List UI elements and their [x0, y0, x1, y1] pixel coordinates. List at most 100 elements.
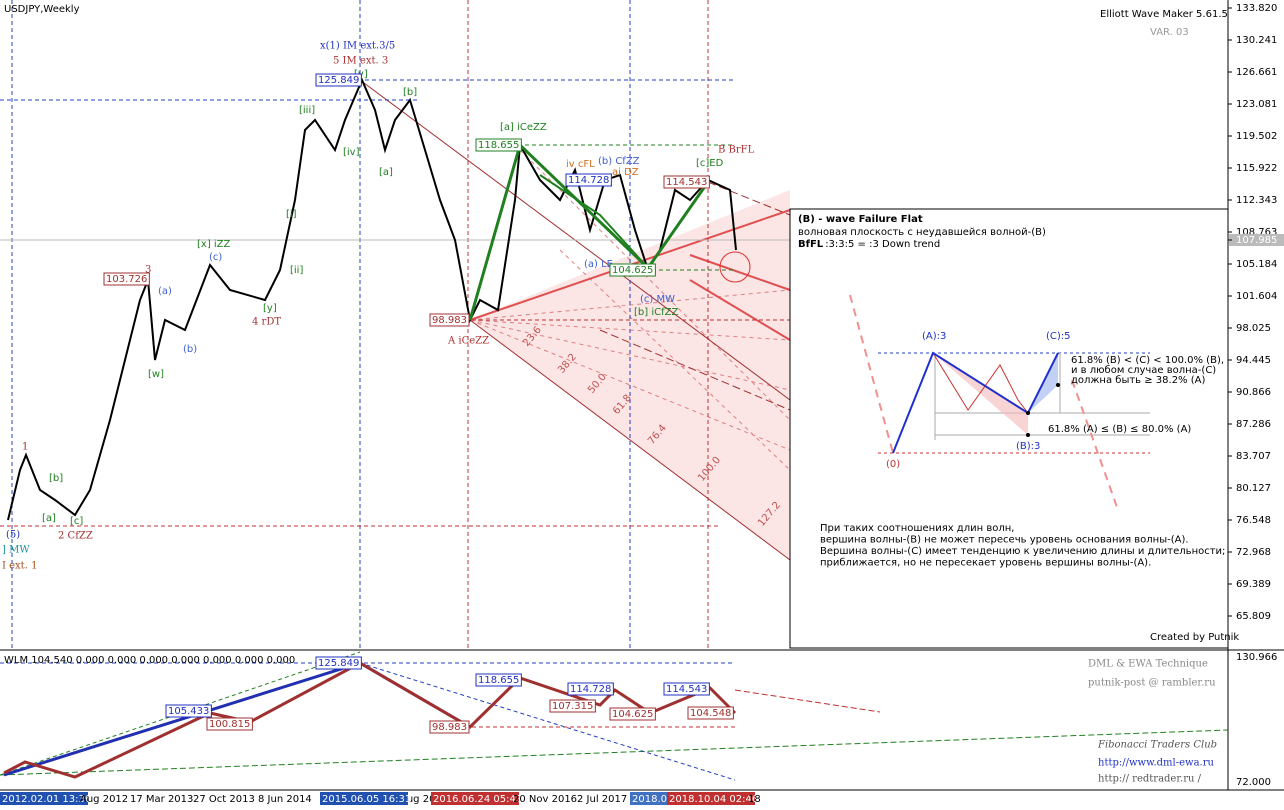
time-label: 2016.06.24 05:43 — [433, 794, 522, 805]
price-box-frame — [315, 73, 362, 87]
price-label: 130.241 — [1236, 35, 1277, 46]
time-label: 17 Mar 2013 — [130, 794, 193, 805]
price-label: 119.502 — [1236, 131, 1277, 142]
price-box-frame — [609, 263, 656, 277]
indicator-box-frame — [663, 682, 710, 696]
wave-label: [c]ED — [696, 158, 724, 169]
indicator-scale-label: 72.000 — [1236, 777, 1271, 788]
wave-label: 5 IM ext. 3 — [333, 56, 388, 67]
indicator-box: 104.548 — [690, 708, 731, 719]
info-panel — [789, 208, 1229, 649]
time-label: 8 Jun 2014 — [258, 794, 312, 805]
price-label: 87.286 — [1236, 419, 1271, 430]
wave-label: [a] — [42, 513, 56, 524]
wave-label: 3 — [145, 265, 151, 276]
price-box: 118.655 — [478, 140, 519, 151]
indicator-box-frame — [687, 706, 734, 720]
credit-text: Fibonacci Traders Club — [1097, 740, 1217, 751]
price-label: 101.604 — [1236, 291, 1277, 302]
wave-label: [y] — [263, 303, 277, 314]
price-box: 114.728 — [568, 175, 609, 186]
price-label: 108.763 — [1236, 227, 1277, 238]
credit: Created by Putnik — [1150, 632, 1239, 643]
wave-label: x(1) IM ext.3/5 — [320, 41, 395, 52]
diagram — [849, 294, 1150, 511]
indicator-box: 125.849 — [318, 658, 359, 669]
time-label: 2015.06.05 16:31 — [322, 794, 411, 805]
wave-label: [iii] — [299, 105, 315, 116]
price-box: 103.726 — [106, 274, 147, 285]
price-box: 104.625 — [612, 265, 653, 276]
time-label: 20 Nov 2016 — [513, 794, 577, 805]
time-marker-bg — [0, 792, 88, 805]
wave-label: [b] — [49, 473, 63, 484]
price-label: 83.707 — [1236, 451, 1271, 462]
panel-subtitle: волновая плоскость с неудавшейся волной-… — [798, 227, 1046, 238]
wave-label: (a) — [158, 286, 172, 297]
price-label: 65.809 — [1236, 611, 1271, 622]
indicator-box-frame — [206, 717, 253, 731]
time-marker-bg — [630, 792, 668, 805]
price-box: 98.983 — [432, 315, 467, 326]
note: вершина волны-(B) не может пересечь уров… — [820, 535, 1189, 546]
price-label: 115.922 — [1236, 163, 1277, 174]
time-label: 2018.10.04 02:46 — [669, 794, 758, 805]
wave-label: 1 — [22, 442, 28, 453]
price-bars — [7, 77, 737, 521]
price-box-frame — [565, 173, 612, 187]
diagram-label: 61.8% (B) < (C) < 100.0% (B), — [1071, 355, 1224, 366]
indicator-box-frame — [475, 673, 522, 687]
wave-label: [a] iCeZZ — [500, 122, 547, 133]
wave-label: I ext. 1 — [2, 561, 37, 572]
price-label: 76.548 — [1236, 515, 1271, 526]
wave-label: A iCeZZ — [447, 336, 489, 347]
target-circle — [719, 251, 751, 283]
diagram-label: (C):5 — [1046, 331, 1071, 342]
wave-label: 2 CfZZ — [58, 531, 93, 542]
note: приближается, но не пересекает уровень в… — [820, 558, 1151, 569]
formula: :3:3:5 = :3 Down trend — [825, 239, 940, 250]
indicator-box-frame — [567, 682, 614, 696]
wave-label: (a) LE — [584, 259, 613, 270]
indicator-box-frame — [609, 707, 656, 721]
time-label: 2018.05. — [632, 794, 677, 805]
note: Вершина волны-(C) имеет тенденцию к увел… — [820, 546, 1225, 557]
indicator-box-frame — [549, 699, 596, 713]
diagram-label: (A):3 — [922, 331, 946, 342]
diagram-label: должна быть ≥ 38.2% (A) — [1071, 375, 1205, 386]
diagram-label: (B):3 — [1016, 441, 1040, 452]
wave-label: [a] — [379, 167, 393, 178]
credit-text: DML & EWA Technique — [1088, 659, 1208, 670]
price-box-frame — [429, 313, 470, 327]
wave-lines — [539, 174, 649, 269]
credit-text: http:// redtrader.ru / — [1098, 774, 1202, 785]
wave-label: [x] iZZ — [197, 239, 231, 250]
diagram-label: 61.8% (A) ≤ (B) ≤ 80.0% (A) — [1048, 424, 1191, 435]
price-label: 90.866 — [1236, 387, 1271, 398]
indicator-box-frame — [165, 704, 212, 718]
wave-label: (c) MW — [640, 294, 675, 305]
time-marker-bg — [667, 792, 755, 805]
indicator-box: 114.728 — [570, 684, 611, 695]
time-label: 27 Oct 2013 — [193, 794, 255, 805]
price-label: 105.184 — [1236, 259, 1277, 270]
time-label: Aug 20 — [400, 794, 435, 805]
price-label: 126.661 — [1236, 67, 1277, 78]
wave-label: (b) CfZZ — [598, 156, 640, 167]
current-price-bg — [1229, 234, 1284, 246]
variant: VAR. 03 — [1150, 27, 1189, 38]
formula-label: BfFL — [798, 239, 824, 250]
price-label: 69.389 — [1236, 579, 1271, 590]
diagram-label: и в любом случае волна-(C) — [1071, 365, 1216, 376]
wave-label: ] MW — [2, 545, 30, 556]
wave-label: (b) — [183, 344, 197, 355]
time-marker-bg — [320, 792, 408, 805]
indicator-box: 105.433 — [168, 706, 209, 717]
symbol: USDJPY,Weekly — [4, 4, 80, 15]
price-label: 94.445 — [1236, 355, 1271, 366]
time-marker-bg — [431, 792, 519, 805]
indicator-box: 98.983 — [432, 722, 467, 733]
wave-label: (5) — [6, 530, 20, 541]
wave-lines — [468, 142, 710, 321]
wave-label: B BrFL — [718, 145, 755, 156]
